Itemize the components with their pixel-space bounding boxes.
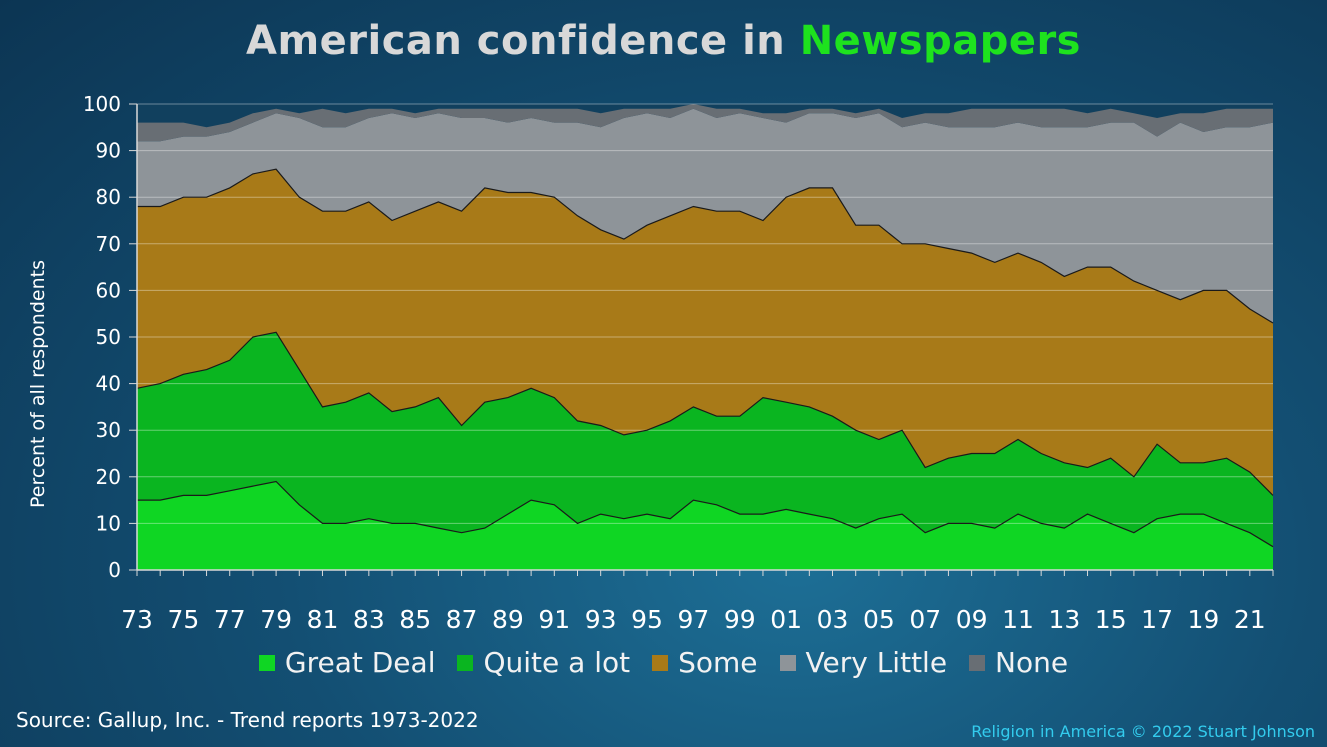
x-tick-label: 07	[909, 605, 941, 634]
area-great-deal	[137, 481, 1273, 570]
x-tick-label: 73	[121, 605, 153, 634]
title-prefix: American confidence in	[245, 18, 800, 64]
x-tick-label: 85	[399, 605, 431, 634]
y-tick-label: 40	[96, 372, 121, 396]
credit-note: Religion in America © 2022 Stuart Johnso…	[971, 722, 1315, 741]
legend-swatch	[969, 654, 986, 671]
x-tick-label: 83	[353, 605, 385, 634]
x-tick-label: 77	[214, 605, 246, 634]
x-tick-label: 05	[863, 605, 895, 634]
legend-item-quite-a-lot: Quite a lot	[457, 646, 630, 679]
x-tick-label: 21	[1234, 605, 1266, 634]
title-highlight: Newspapers	[799, 18, 1081, 64]
source-note: Source: Gallup, Inc. - Trend reports 197…	[16, 708, 479, 732]
chart-legend: Great Deal Quite a lot Some Very Little None	[0, 646, 1327, 679]
area-very-little	[137, 108, 1273, 323]
legend-label: Some	[678, 646, 758, 679]
y-tick-label: 90	[96, 139, 121, 163]
legend-item-great-deal: Great Deal	[258, 646, 436, 679]
legend-swatch	[258, 654, 275, 671]
x-tick-label: 17	[1141, 605, 1173, 634]
y-tick-label: 60	[96, 278, 121, 302]
x-tick-label: 15	[1095, 605, 1127, 634]
x-tick-label: 13	[1048, 605, 1080, 634]
legend-label: Very Little	[805, 646, 948, 679]
area-some	[137, 169, 1273, 496]
area-none	[137, 104, 1273, 142]
legend-item-some: Some	[652, 646, 758, 679]
x-tick-label: 11	[1002, 605, 1034, 634]
y-tick-label: 100	[83, 92, 121, 116]
area-quite-a-lot	[137, 332, 1273, 547]
boundary-great-deal	[137, 480, 1274, 548]
legend-label: Great Deal	[284, 646, 436, 679]
x-tick-label: 09	[956, 605, 988, 634]
x-tick-label: 01	[770, 605, 802, 634]
x-tick-label: 95	[631, 605, 663, 634]
x-tick-label: 89	[492, 605, 524, 634]
x-tick-label: 87	[446, 605, 478, 634]
y-axis-label: Percent of all respondents	[27, 260, 49, 508]
y-tick-label: 20	[96, 465, 121, 489]
x-tick-label: 79	[260, 605, 292, 634]
x-tick-label: 81	[307, 605, 339, 634]
chart-title: American confidence in Newspapers	[0, 18, 1327, 64]
legend-swatch	[457, 654, 474, 671]
y-tick-label: 70	[96, 232, 121, 256]
legend-item-very-little: Very Little	[779, 646, 948, 679]
x-tick-label: 99	[724, 605, 756, 634]
legend-label: None	[995, 646, 1069, 679]
x-tick-label: 75	[167, 605, 199, 634]
x-tick-label: 19	[1188, 605, 1220, 634]
boundary-quite-a-lot	[136, 331, 1274, 496]
legend-swatch	[779, 654, 796, 671]
x-tick-label: 93	[585, 605, 617, 634]
y-tick-label: 80	[96, 185, 121, 209]
y-tick-label: 0	[108, 558, 121, 582]
y-tick-label: 10	[96, 511, 121, 535]
legend-swatch	[652, 654, 669, 671]
y-tick-label: 30	[96, 418, 121, 442]
x-tick-label: 03	[817, 605, 849, 634]
legend-label: Quite a lot	[483, 646, 631, 679]
legend-item-none: None	[969, 646, 1068, 679]
boundary-some	[137, 168, 1274, 324]
y-tick-label: 50	[96, 325, 121, 349]
x-tick-label: 91	[538, 605, 570, 634]
x-tick-label: 97	[678, 605, 710, 634]
